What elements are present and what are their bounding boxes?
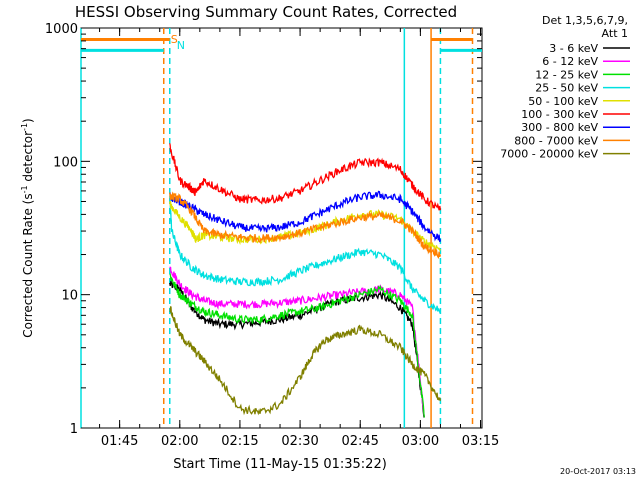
x-tick-label: 03:00 bbox=[402, 434, 439, 449]
y-tick-label: 1 bbox=[70, 422, 78, 437]
flag-letter: S bbox=[171, 33, 178, 46]
legend-label: 100 - 300 keV bbox=[521, 108, 598, 121]
legend-label: 3 - 6 keV bbox=[549, 42, 598, 55]
series-line-4 bbox=[169, 201, 441, 252]
series-line-6 bbox=[169, 190, 442, 243]
legend-label: 6 - 12 keV bbox=[542, 55, 598, 68]
x-tick-label: 01:45 bbox=[101, 434, 138, 449]
chart-title: HESSI Observing Summary Count Rates, Cor… bbox=[75, 3, 457, 21]
y-axis-label-main: Corrected Count Rate (s bbox=[21, 193, 35, 337]
y-tick-label: 100 bbox=[53, 155, 78, 170]
legend-header-2: Att 1 bbox=[602, 27, 628, 40]
y-axis-label-exp2: -1 bbox=[20, 123, 29, 131]
y-tick-label: 10 bbox=[61, 289, 78, 304]
y-tick-label: 1000 bbox=[45, 22, 78, 37]
y-axis-label: Corrected Count Rate (s-1 detector-1) bbox=[20, 118, 35, 337]
legend-header-1: Det 1,3,5,6,7,9, bbox=[542, 14, 628, 27]
x-tick-label: 02:45 bbox=[341, 434, 378, 449]
legend-label: 50 - 100 keV bbox=[528, 95, 598, 108]
y-axis-label-tail: detector bbox=[21, 131, 35, 186]
flag-letter: N bbox=[177, 39, 185, 52]
legend-label: 12 - 25 keV bbox=[535, 68, 598, 81]
series-line-0 bbox=[169, 280, 425, 418]
series-line-5 bbox=[169, 143, 442, 211]
legend-label: 7000 - 20000 keV bbox=[500, 148, 598, 161]
x-tick-label: 02:15 bbox=[221, 434, 258, 449]
legend-label: 800 - 7000 keV bbox=[514, 134, 598, 147]
x-tick-label: 02:30 bbox=[281, 434, 318, 449]
y-axis-label-exp1: -1 bbox=[20, 185, 29, 193]
series-line-8 bbox=[169, 306, 442, 416]
generated-timestamp: 20-Oct-2017 03:13 bbox=[560, 467, 636, 476]
x-tick-label: 03:15 bbox=[462, 434, 499, 449]
series-line-7 bbox=[169, 191, 442, 259]
series-line-1 bbox=[169, 266, 426, 418]
vertical-markers bbox=[80, 28, 482, 428]
series-lines bbox=[169, 143, 442, 418]
series-line-3 bbox=[169, 195, 441, 314]
x-axis-label: Start Time (11-May-15 01:35:22) bbox=[173, 457, 387, 472]
x-tick-label: 02:00 bbox=[161, 434, 198, 449]
legend-label: 25 - 50 keV bbox=[535, 82, 598, 95]
series-line-2 bbox=[169, 272, 426, 418]
axis-ticks: 01:45 02:00 02:15 02:30 02:45 03:00 03:15 1 10 10… bbox=[45, 22, 499, 449]
y-axis-label-close: ) bbox=[21, 118, 35, 123]
legend-label: 300 - 800 keV bbox=[521, 121, 598, 134]
